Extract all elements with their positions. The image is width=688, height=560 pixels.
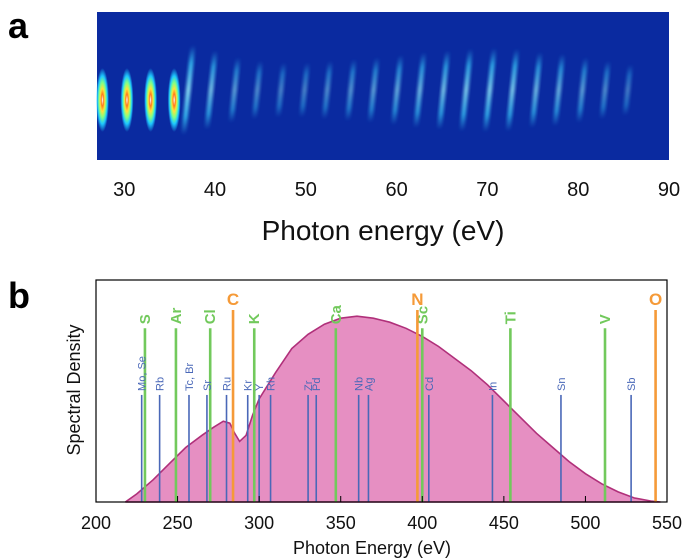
harmonic-fringes <box>95 45 633 135</box>
element-label-24: In <box>487 382 499 391</box>
spectrum-plot: S Ar Cl K Ca Sc Ti VC N OMo, Se Rb Tc, Br Sr Ru Kr Y Rh Z… <box>81 279 682 533</box>
x-tick-a-60: 60 <box>385 179 407 201</box>
harmonic-15 <box>413 52 426 128</box>
harmonic-13 <box>367 57 380 123</box>
harmonic-9 <box>275 63 286 117</box>
harmonic-11 <box>322 61 333 119</box>
plot-frame <box>95 279 668 503</box>
harmonic-3 <box>144 68 158 132</box>
element-label-13: Tc, Br <box>184 362 196 390</box>
x-tick-a-40: 40 <box>204 179 226 201</box>
element-label-19: Zr <box>303 380 315 391</box>
element-label-14: Sr <box>202 380 214 391</box>
x-tick-a-90: 90 <box>658 179 680 201</box>
x-tick-b-550: 550 <box>652 513 682 533</box>
x-axis-b: 200 250 300 350 400 450 500 550 <box>81 496 682 533</box>
x-tick-b-450: 450 <box>489 513 519 533</box>
element-label-9: N <box>411 290 423 309</box>
harmonic-18 <box>483 48 497 132</box>
x-tick-a-30: 30 <box>113 179 135 201</box>
element-label-20: Pd <box>311 377 323 390</box>
x-tick-a-70: 70 <box>476 179 498 201</box>
element-label-3: K <box>246 313 263 324</box>
element-label-7: V <box>597 314 614 324</box>
element-label-2: Cl <box>202 309 219 324</box>
harmonic-14 <box>391 55 403 125</box>
harmonic-20 <box>529 52 543 128</box>
harmonic-10 <box>299 63 310 117</box>
spectrum-area <box>124 315 661 503</box>
element-label-17: Y <box>254 383 266 391</box>
element-lines: S Ar Cl K Ca Sc Ti VC N OMo, Se Rb Tc, Br Sr Ru Kr Y Rh Z… <box>137 290 662 502</box>
element-label-6: Ti <box>502 311 519 324</box>
element-label-25: Sn <box>556 377 568 390</box>
detector-image <box>97 12 669 160</box>
harmonic-23 <box>599 61 611 119</box>
element-label-4: Ca <box>328 304 345 324</box>
element-label-10: O <box>649 290 662 309</box>
x-tick-b-350: 350 <box>326 513 356 533</box>
y-axis-title-b: Spectral Density <box>64 324 84 455</box>
harmonic-24 <box>622 64 633 116</box>
panel-b-letter: b <box>8 275 30 316</box>
harmonic-4 <box>167 68 181 132</box>
harmonic-6 <box>204 50 218 130</box>
element-label-22: Ag <box>363 377 375 390</box>
harmonic-22 <box>576 57 588 123</box>
x-tick-b-250: 250 <box>163 513 193 533</box>
element-label-18: Rh <box>266 377 278 391</box>
x-tick-labels-a: 30 40 50 60 70 80 90 <box>113 179 680 201</box>
x-axis-title-a: Photon energy (eV) <box>262 215 505 246</box>
harmonic-12 <box>345 59 357 121</box>
harmonic-8 <box>252 61 263 119</box>
element-label-0: S <box>137 314 154 324</box>
x-tick-b-400: 400 <box>407 513 437 533</box>
element-label-8: C <box>227 290 239 309</box>
harmonic-19 <box>505 49 519 131</box>
x-tick-a-50: 50 <box>295 179 317 201</box>
harmonic-21 <box>552 54 565 126</box>
panel-a-letter: a <box>8 5 29 46</box>
element-label-21: Nb <box>354 377 366 391</box>
harmonic-17 <box>459 49 473 131</box>
element-label-23: Cd <box>424 377 436 391</box>
harmonic-2 <box>120 68 134 132</box>
element-label-16: Kr <box>243 380 255 391</box>
x-axis-title-b: Photon Energy (eV) <box>293 538 451 558</box>
x-tick-b-500: 500 <box>570 513 600 533</box>
element-label-26: Sb <box>626 377 638 390</box>
x-tick-b-200: 200 <box>81 513 111 533</box>
element-label-12: Rb <box>155 377 167 391</box>
element-label-1: Ar <box>168 307 185 324</box>
harmonic-7 <box>229 57 241 123</box>
element-label-15: Ru <box>222 377 234 391</box>
x-tick-a-80: 80 <box>567 179 589 201</box>
harmonic-5 <box>181 45 196 135</box>
x-tick-b-300: 300 <box>244 513 274 533</box>
harmonic-16 <box>437 50 450 130</box>
element-label-11: Mo, Se <box>137 356 149 391</box>
harmonic-1 <box>95 68 109 132</box>
